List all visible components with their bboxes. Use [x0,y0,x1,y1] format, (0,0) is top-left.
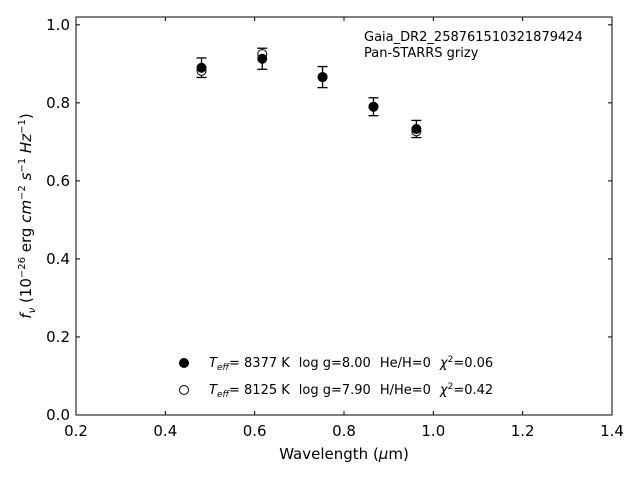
model-point-filled [257,53,268,64]
y-tick-label: 0.6 [46,172,70,190]
x-tick-label: 0.6 [243,422,267,440]
x-tick-label: 1.2 [511,422,535,440]
legend-marker-filled [179,358,189,368]
y-tick-label: 1.0 [46,16,70,34]
model-point-filled [368,101,379,112]
legend-marker-open [179,385,189,395]
y-tick-label: 0.8 [46,94,70,112]
model-point-filled [196,62,207,73]
x-tick-label: 0.4 [153,422,177,440]
y-tick-label: 0.2 [46,328,70,346]
model-point-filled [411,123,422,134]
axis-ticks: 0.2 0.4 0.6 0.8 1.0 1.2 1.40.00.20.40.60.81.0 [46,16,624,440]
annotation-survey: Pan-STARRS grizy [364,46,479,61]
x-tick-label: 1.0 [421,422,445,440]
data-series [196,47,422,139]
model-point-filled [317,72,328,83]
annotation-source-id: Gaia_DR2_258761510321879424 [364,30,583,45]
y-tick-label: 0.0 [46,406,70,424]
y-tick-label: 0.4 [46,250,70,268]
y-axis-label: fν (10−26 erg cm−2 s−1 Hz−1) [17,113,38,318]
x-tick-label: 1.4 [600,422,624,440]
x-axis-label: Wavelength (μm) [279,445,409,463]
x-tick-label: 0.2 [64,422,88,440]
x-tick-label: 0.8 [332,422,356,440]
